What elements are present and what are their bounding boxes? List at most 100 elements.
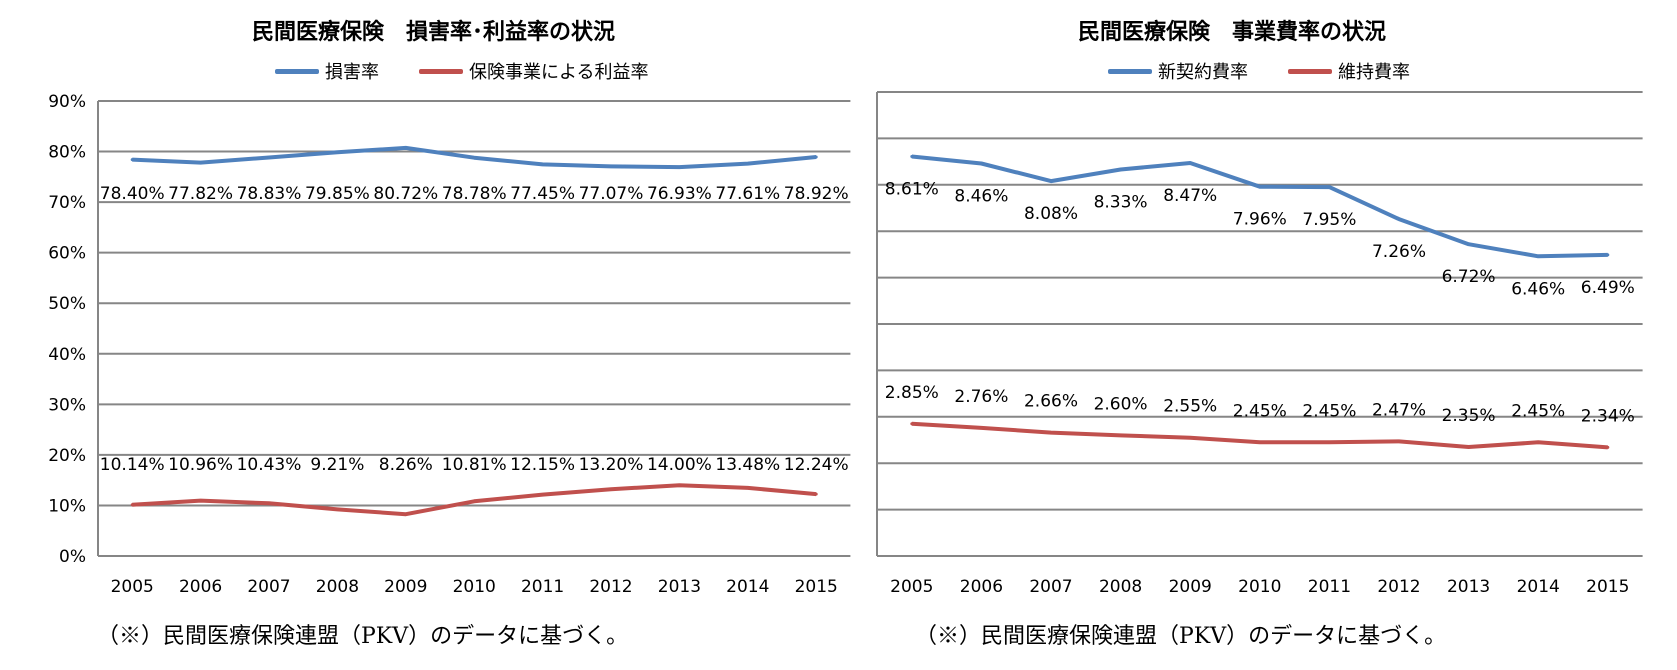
y-tick-label: 20% bbox=[48, 446, 86, 466]
data-label: 13.20% bbox=[579, 455, 644, 475]
data-label: 8.33% bbox=[1094, 192, 1148, 212]
data-point bbox=[677, 483, 681, 487]
data-point bbox=[1536, 440, 1540, 444]
data-label: 2.76% bbox=[954, 387, 1008, 407]
y-tick-label: 50% bbox=[48, 294, 86, 314]
data-point bbox=[1119, 167, 1123, 171]
data-label: 77.61% bbox=[715, 184, 780, 204]
data-point bbox=[609, 487, 613, 491]
data-point bbox=[130, 158, 134, 162]
legend-item-loss-ratio: 損害率 bbox=[275, 58, 379, 84]
y-tick-label: 10% bbox=[48, 496, 86, 516]
data-label: 77.45% bbox=[510, 184, 575, 204]
data-label: 7.26% bbox=[1372, 242, 1426, 262]
x-tick-label: 2015 bbox=[1586, 577, 1629, 597]
data-point bbox=[404, 512, 408, 516]
x-tick-label: 2007 bbox=[1029, 577, 1072, 597]
data-point bbox=[1049, 179, 1053, 183]
data-point bbox=[814, 155, 818, 159]
data-label: 7.96% bbox=[1233, 210, 1287, 230]
data-label: 2.60% bbox=[1094, 394, 1148, 414]
y-tick-label: 90% bbox=[48, 92, 86, 112]
data-point bbox=[609, 164, 613, 168]
chart-title: 民間医療保険 損害率･利益率の状況 bbox=[252, 20, 616, 45]
legend-label: 新契約費率 bbox=[1158, 62, 1248, 83]
data-label: 6.46% bbox=[1511, 279, 1565, 299]
data-point bbox=[472, 499, 476, 503]
data-point bbox=[979, 426, 983, 430]
data-label: 8.08% bbox=[1024, 204, 1078, 224]
x-tick-label: 2012 bbox=[589, 577, 632, 597]
chart-legend: 新契約費率 維持費率 bbox=[1108, 58, 1410, 84]
data-point bbox=[541, 493, 545, 497]
x-tick-label: 2011 bbox=[521, 577, 564, 597]
expense-ratio-chart-panel: 民間医療保険 事業費率の状況 新契約費率 維持費率 2005 2006 2007 20… bbox=[860, 0, 1677, 670]
data-label: 10.14% bbox=[100, 455, 165, 475]
x-tick-label: 2013 bbox=[658, 577, 701, 597]
data-point bbox=[404, 146, 408, 150]
legend-label: 損害率 bbox=[325, 62, 379, 83]
data-point bbox=[1606, 253, 1610, 257]
data-label: 12.24% bbox=[784, 455, 849, 475]
chart-legend: 損害率 保険事業による利益率 bbox=[275, 58, 648, 84]
series-line bbox=[911, 154, 1608, 259]
data-label: 12.15% bbox=[510, 455, 575, 475]
series-line bbox=[911, 421, 1608, 450]
data-label: 10.96% bbox=[168, 455, 233, 475]
x-tick-label: 2011 bbox=[1308, 577, 1351, 597]
data-label: 78.40% bbox=[100, 184, 165, 204]
data-point bbox=[1258, 185, 1262, 189]
data-label: 78.83% bbox=[237, 184, 302, 204]
data-label: 2.35% bbox=[1442, 406, 1496, 426]
y-tick-label: 80% bbox=[48, 143, 86, 163]
data-point bbox=[199, 499, 203, 503]
x-tick-label: 2013 bbox=[1447, 577, 1490, 597]
source-note: （※）民間医療保険連盟（PKV）のデータに基づく。 bbox=[97, 624, 629, 649]
x-tick-label: 2006 bbox=[960, 577, 1003, 597]
data-point bbox=[335, 150, 339, 154]
data-label: 79.85% bbox=[305, 184, 370, 204]
x-tick-label: 2008 bbox=[1099, 577, 1142, 597]
data-point bbox=[335, 507, 339, 511]
loss-profit-chart: 0% 10% 20% 30% 40% 50% 60% 70% 80% 90% 2005 2006 200… bbox=[48, 92, 851, 597]
legend-item-profit-ratio: 保険事業による利益率 bbox=[419, 58, 648, 84]
data-point bbox=[1258, 440, 1262, 444]
data-label: 10.81% bbox=[442, 455, 507, 475]
data-point bbox=[1467, 242, 1471, 246]
data-label: 2.45% bbox=[1511, 401, 1565, 421]
data-point bbox=[1327, 440, 1331, 444]
legend-swatch-red bbox=[419, 68, 463, 74]
x-tick-label: 2010 bbox=[453, 577, 496, 597]
data-point bbox=[1467, 445, 1471, 449]
data-point bbox=[910, 422, 914, 426]
data-label: 8.47% bbox=[1163, 186, 1217, 206]
data-point bbox=[130, 503, 134, 507]
loss-profit-chart-panel: 民間医療保険 損害率･利益率の状況 損害率 保険事業による利益率 0% 10% 20… bbox=[48, 20, 851, 649]
data-label: 2.34% bbox=[1581, 406, 1635, 426]
x-tick-label: 2007 bbox=[247, 577, 290, 597]
legend-label: 保険事業による利益率 bbox=[469, 62, 649, 83]
data-point bbox=[1188, 161, 1192, 165]
data-label: 2.66% bbox=[1024, 392, 1078, 412]
legend-swatch-blue bbox=[1108, 68, 1152, 74]
y-tick-label: 70% bbox=[48, 193, 86, 213]
legend-item-new-contract-ratio: 新契約費率 bbox=[1108, 58, 1248, 84]
source-note: （※）民間医療保険連盟（PKV）のデータに基づく。 bbox=[915, 624, 1447, 649]
y-tick-label: 40% bbox=[48, 345, 86, 365]
x-tick-label: 2014 bbox=[726, 577, 769, 597]
legend-swatch-blue bbox=[275, 68, 319, 74]
x-tick-label: 2008 bbox=[316, 577, 359, 597]
x-tick-label: 2009 bbox=[1169, 577, 1212, 597]
data-point bbox=[1397, 439, 1401, 443]
y-tick-label: 60% bbox=[48, 244, 86, 264]
series-line bbox=[132, 483, 817, 517]
x-tick-label: 2006 bbox=[179, 577, 222, 597]
data-point bbox=[979, 161, 983, 165]
data-label: 2.45% bbox=[1302, 401, 1356, 421]
x-tick-label: 2005 bbox=[111, 577, 154, 597]
data-label: 6.72% bbox=[1442, 267, 1496, 287]
data-label: 78.92% bbox=[784, 184, 849, 204]
data-label: 2.55% bbox=[1163, 397, 1217, 417]
data-point bbox=[746, 162, 750, 166]
data-label: 77.07% bbox=[579, 184, 644, 204]
